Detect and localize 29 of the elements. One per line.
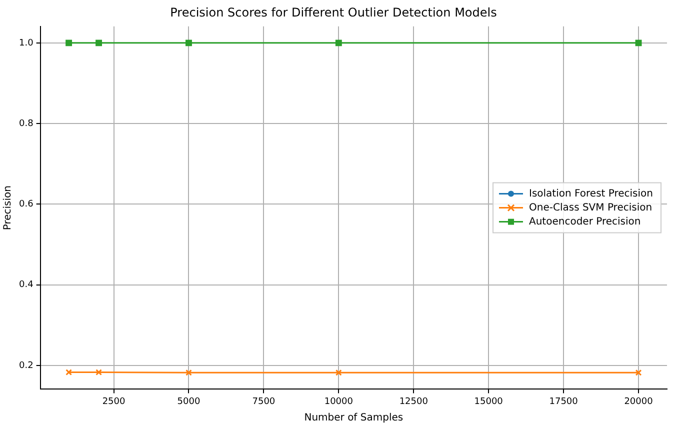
point — [186, 40, 192, 46]
x-tick-label: 15000 — [474, 396, 504, 407]
point — [186, 369, 192, 376]
x-tick-label: 17500 — [549, 396, 578, 407]
y-tick-label: 0.2 — [18, 360, 34, 371]
y-tick-label: 0.4 — [18, 280, 34, 290]
x-tick-label: 20000 — [624, 396, 654, 407]
point — [335, 40, 342, 46]
x-tick-label: 10000 — [324, 396, 354, 407]
y-tick-label: 1.0 — [18, 38, 34, 48]
point — [635, 369, 642, 376]
chart-title: Precision Scores for Different Outlier Detection Models — [170, 5, 497, 20]
point — [66, 369, 72, 376]
x-tick-label: 5000 — [177, 396, 200, 407]
x-tick-label: 2500 — [102, 396, 126, 407]
point — [635, 40, 642, 46]
y-tick-label: 0.8 — [18, 118, 34, 129]
x-tick-label: 12500 — [399, 396, 428, 407]
legend-label: Autoencoder Precision — [528, 216, 641, 228]
point — [66, 40, 72, 46]
legend-label: Isolation Forest Precision — [528, 188, 654, 200]
point — [335, 369, 342, 376]
legend-label: One-Class SVM Precision — [528, 202, 652, 214]
point — [96, 40, 102, 46]
y-tick-label: 0.6 — [18, 200, 34, 210]
x-tick-label: 7500 — [252, 396, 276, 407]
point — [96, 369, 102, 376]
x-axis-title: Number of Samples — [304, 412, 404, 424]
y-axis-title: Precision — [2, 185, 14, 230]
